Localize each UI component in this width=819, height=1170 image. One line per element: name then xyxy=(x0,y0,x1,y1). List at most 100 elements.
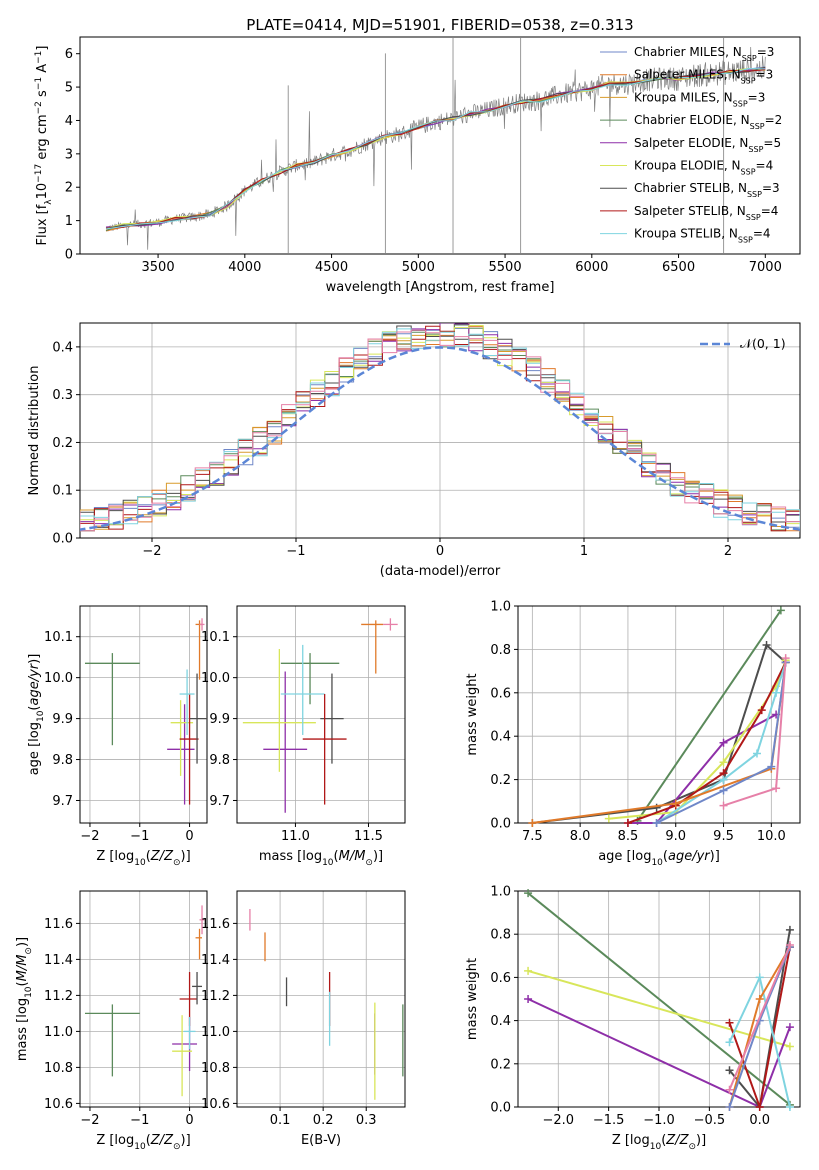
legend-entry: 𝒩(0, 1) xyxy=(740,336,786,351)
y-tick-label: 10.6 xyxy=(44,1097,73,1112)
x-axis-label: age [log10(age/yr)] xyxy=(598,849,720,868)
y-tick-label: 9.7 xyxy=(209,794,230,809)
x-tick-label: 1 xyxy=(580,544,588,559)
y-tick-label: 11.6 xyxy=(44,917,73,932)
y-tick-label: 10.6 xyxy=(201,1097,230,1112)
weight-point xyxy=(725,1085,734,1094)
y-tick-label: 11.2 xyxy=(201,989,230,1004)
legend-entry: Kroupa MILES, NSSP=3 xyxy=(634,90,765,108)
x-tick-label: −2 xyxy=(142,544,161,559)
y-axis-label: mass weight xyxy=(465,673,480,755)
y-tick-label: 4 xyxy=(65,114,73,129)
x-tick-label: 5500 xyxy=(489,260,522,275)
weight-point xyxy=(524,995,533,1003)
spectrum-axes: 3500 4000 4500 5000 5500 6000 6500 7000 0 1 2 3 4 5 6 w… xyxy=(34,36,801,295)
legend-entry: Salpeter MILES, NSSP=3 xyxy=(634,68,773,86)
axes-frame xyxy=(236,890,406,1108)
weight-point xyxy=(719,801,728,810)
mass_weight_vs_metallicity-lines xyxy=(524,889,794,1111)
weight-point xyxy=(781,654,790,663)
spectrum-legend: Chabrier MILES, NSSP=3 Salpeter MILES, NS… xyxy=(600,45,782,244)
x-axis-label: mass [log10(M/M⊙)] xyxy=(259,849,383,868)
x-axis-label: Z [log10(Z/Z⊙)] xyxy=(612,1133,706,1152)
axes-frame xyxy=(79,605,208,824)
figure-title: PLATE=0414, MJD=51901, FIBERID=0538, z=0… xyxy=(246,16,633,34)
y-tick-label: 9.9 xyxy=(52,712,73,727)
y-tick-label: 0 xyxy=(65,248,73,263)
x-tick-label: 0.3 xyxy=(356,1113,377,1128)
weight-series-line xyxy=(656,662,787,824)
y-tick-label: 10.0 xyxy=(201,671,230,686)
x-tick-label: 7.5 xyxy=(522,829,543,844)
x-tick-label: 0 xyxy=(436,544,444,559)
y-tick-label: 10.1 xyxy=(44,630,73,645)
axes-frame xyxy=(79,36,801,255)
y-tick-label: 0.6 xyxy=(490,686,511,701)
y-tick-label: 0.2 xyxy=(490,773,511,788)
weight-point xyxy=(623,819,632,827)
mass_vs_ebv-axes: 0.1 0.2 0.3 10.6 10.8 11.0 11.2 11.4 11.6 E(B-V) xyxy=(201,890,406,1148)
weight-series-line xyxy=(527,969,791,1048)
weight-point xyxy=(725,1103,734,1111)
weight-point xyxy=(652,819,661,827)
weight-point xyxy=(785,941,794,949)
y-tick-label: 0.2 xyxy=(52,436,73,451)
y-tick-label: 0.8 xyxy=(490,928,511,943)
y-tick-label: 9.9 xyxy=(209,712,230,727)
x-tick-label: 10.0 xyxy=(757,829,786,844)
x-tick-label: −2 xyxy=(80,1113,99,1128)
y-tick-label: 0.3 xyxy=(52,388,73,403)
y-tick-label: 3 xyxy=(65,147,73,162)
x-tick-label: −1 xyxy=(286,544,305,559)
x-tick-label: 11.5 xyxy=(354,829,383,844)
x-tick-label: 3500 xyxy=(142,260,175,275)
weight-point xyxy=(524,966,533,975)
histogram-steps xyxy=(80,323,800,532)
x-axis-label: E(B-V) xyxy=(301,1133,341,1148)
x-tick-label: 5000 xyxy=(402,260,435,275)
y-tick-label: 9.8 xyxy=(52,753,73,768)
x-tick-label: −2.0 xyxy=(542,1113,574,1128)
y-tick-label: 0.0 xyxy=(490,817,511,832)
x-tick-label: 0.0 xyxy=(749,1113,770,1128)
weight-point xyxy=(762,641,771,650)
normal-curve xyxy=(80,346,800,531)
y-tick-label: 11.4 xyxy=(201,953,230,968)
x-tick-label: 0 xyxy=(185,829,193,844)
x-tick-label: −1 xyxy=(130,1113,149,1128)
x-axis-label: (data-model)/error xyxy=(380,564,501,579)
x-tick-label: −1.0 xyxy=(643,1113,675,1128)
mass_vs_metallicity-points xyxy=(84,905,205,1097)
age_vs_metallicity-axes: −2 −1 0 9.7 9.8 9.9 10.0 10.1 Z [log10(Z/Z⊙)] age… xyxy=(27,605,208,868)
y-axis-label: mass [log10(M/M⊙)] xyxy=(15,937,34,1061)
x-tick-label: −0.5 xyxy=(694,1113,726,1128)
y-tick-label: 0.8 xyxy=(490,643,511,658)
mass_weight_vs_age-lines xyxy=(528,606,790,827)
y-tick-label: 11.6 xyxy=(201,917,230,932)
y-tick-label: 11.2 xyxy=(44,989,73,1004)
weight-point xyxy=(752,749,761,758)
weight-series-line xyxy=(728,944,791,1091)
x-tick-label: −1.5 xyxy=(593,1113,625,1128)
weight-point xyxy=(725,1038,734,1047)
legend-entry: Chabrier ELODIE, NSSP=2 xyxy=(634,113,782,131)
x-tick-label: 11.0 xyxy=(281,829,310,844)
y-tick-label: 1.0 xyxy=(490,600,511,615)
weight-point xyxy=(785,925,794,934)
age_vs_mass-axes: 11.0 11.5 9.7 9.8 9.9 10.0 10.1 mass [log10(M/M… xyxy=(201,605,406,868)
weight-series-line xyxy=(636,609,782,822)
x-tick-label: 0.1 xyxy=(270,1113,291,1128)
y-tick-label: 0.0 xyxy=(490,1101,511,1116)
y-tick-label: 11.0 xyxy=(201,1025,230,1040)
mass_weight_vs_metallicity-axes: −2.0 −1.5 −1.0 −0.5 0.0 0.0 0.2 0.4 0.6 0.8 1.0 Z [… xyxy=(465,885,801,1152)
x-axis-label: Z [log10(Z/Z⊙)] xyxy=(96,849,190,868)
y-tick-label: 0.6 xyxy=(490,971,511,986)
legend-entry: Salpeter STELIB, NSSP=4 xyxy=(634,204,778,222)
weight-point xyxy=(767,762,776,771)
y-tick-label: 1 xyxy=(65,214,73,229)
weight-point xyxy=(725,1018,734,1027)
weight-point xyxy=(528,819,537,827)
y-axis-label: Flux [fλ10−17 erg cm−2 s−1 A−1] xyxy=(34,46,54,246)
x-tick-label: 7000 xyxy=(749,260,782,275)
